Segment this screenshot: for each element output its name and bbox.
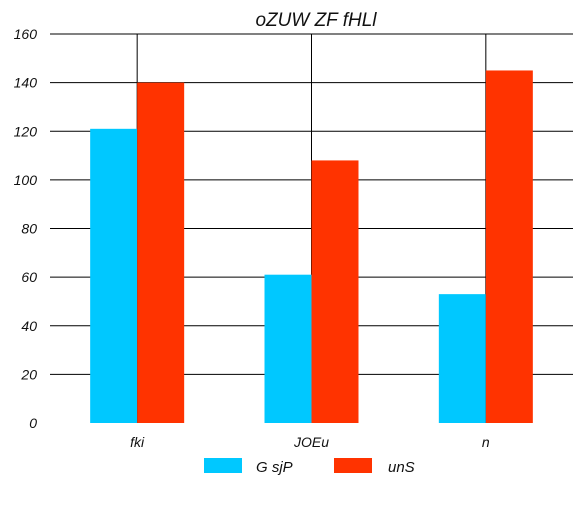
legend-swatch bbox=[334, 458, 372, 473]
x-tick-label: JOEu bbox=[293, 434, 329, 450]
x-tick-label: fki bbox=[130, 434, 145, 450]
y-axis-ticks: 0 20 40 60 80 100 120 140 160 bbox=[14, 26, 38, 431]
y-tick-label: 140 bbox=[14, 75, 38, 91]
bar-series2 bbox=[311, 160, 359, 424]
x-tick-label: n bbox=[482, 434, 490, 450]
bar-series1 bbox=[264, 274, 312, 423]
bar-series2 bbox=[485, 70, 533, 423]
y-tick-label: 80 bbox=[21, 221, 37, 237]
y-tick-label: 100 bbox=[14, 172, 38, 188]
chart-title: oZUW ZF fHLl bbox=[255, 10, 377, 31]
bar-series1 bbox=[438, 294, 486, 423]
y-tick-label: 20 bbox=[20, 366, 37, 382]
legend-label: unS bbox=[388, 459, 415, 476]
legend-label: G sjP bbox=[256, 459, 293, 476]
legend: G sjP unS bbox=[204, 458, 415, 476]
y-tick-label: 40 bbox=[21, 318, 37, 334]
legend-swatch bbox=[204, 458, 242, 473]
bars-layer bbox=[90, 70, 533, 424]
y-tick-label: 0 bbox=[29, 415, 37, 431]
y-tick-label: 60 bbox=[21, 269, 37, 285]
x-axis-ticks: fki JOEu n bbox=[130, 434, 490, 450]
y-tick-label: 160 bbox=[14, 26, 38, 42]
bar-series1 bbox=[90, 128, 138, 423]
bar-series2 bbox=[137, 82, 185, 423]
y-tick-label: 120 bbox=[14, 123, 38, 139]
